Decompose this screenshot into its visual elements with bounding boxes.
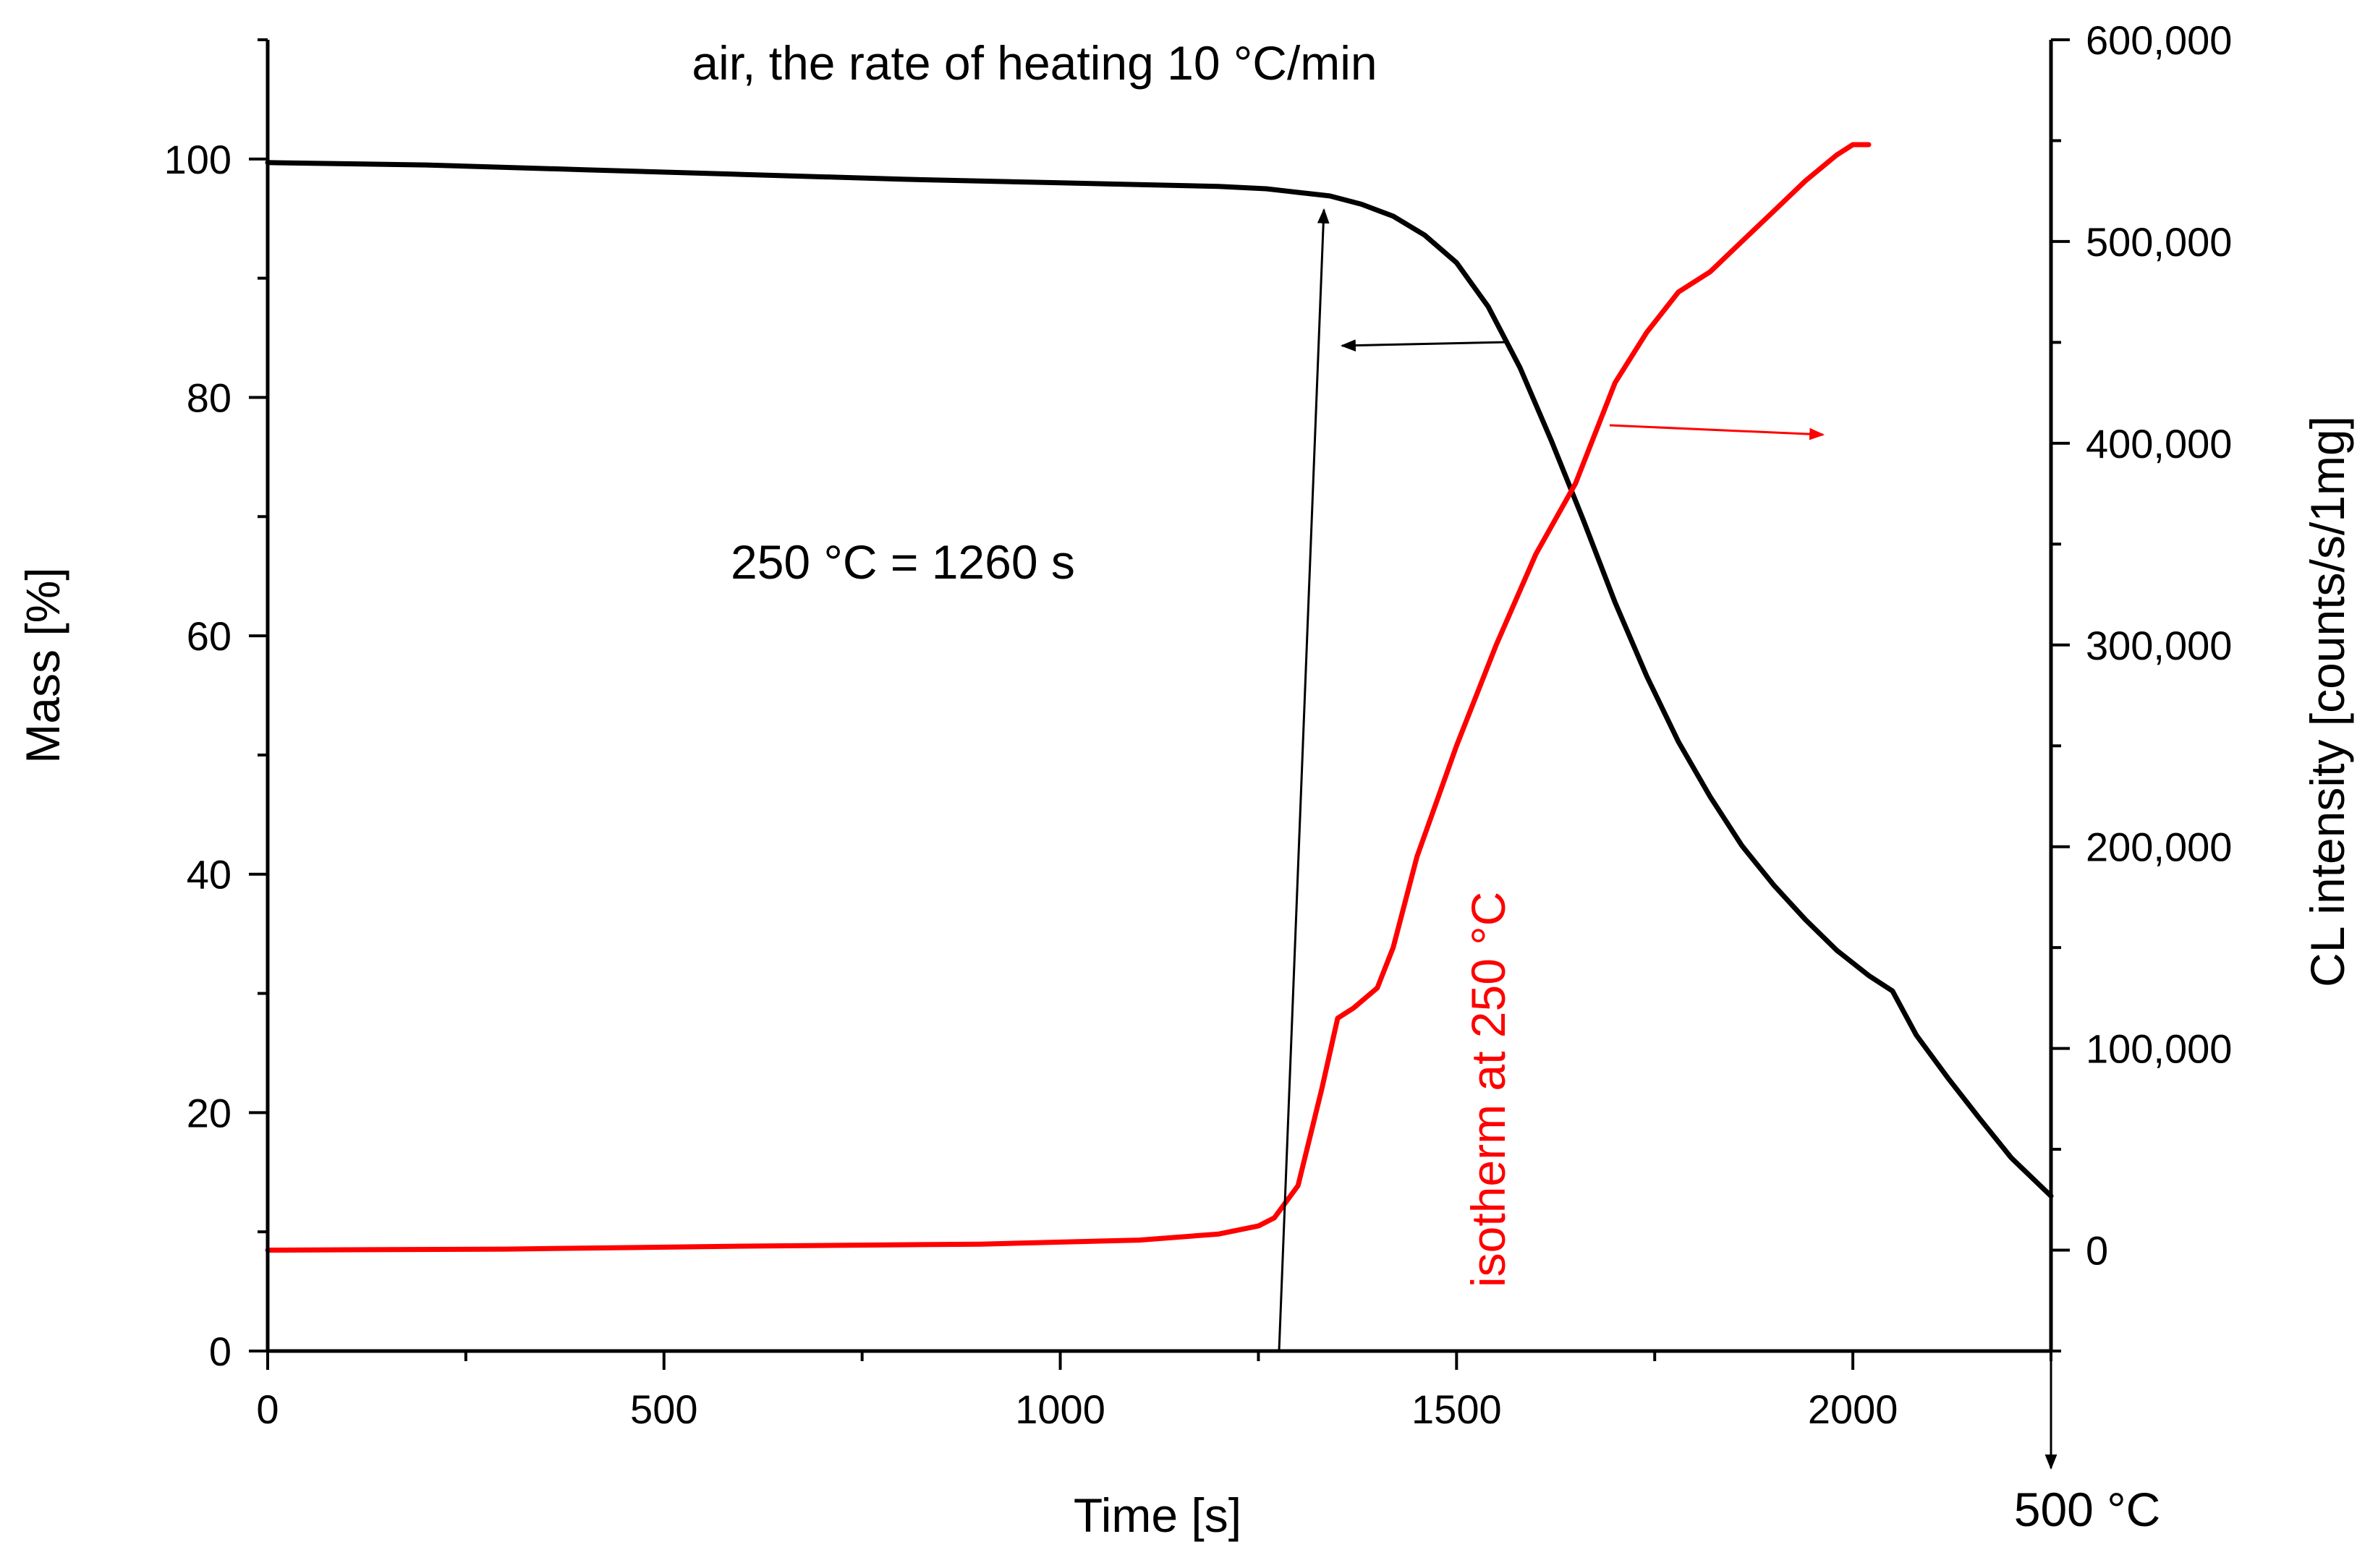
x-tick-label: 0	[256, 1386, 279, 1432]
y-right-tick-label: 100,000	[2086, 1026, 2232, 1072]
chart-title: air, the rate of heating 10 °C/min	[692, 36, 1377, 90]
mass-series-line	[265, 160, 2054, 1199]
y-left-tick-label: 100	[164, 137, 232, 182]
left-y-axis-title: Mass [%]	[16, 567, 69, 763]
temperature-note: 250 °C = 1260 s	[731, 535, 1075, 589]
y-right-tick-label: 600,000	[2086, 17, 2232, 63]
cl-axis-arrow	[1609, 424, 1825, 440]
x-tick-label: 500	[630, 1386, 697, 1432]
y-left-tick-label: 80	[187, 375, 232, 420]
x-tick-label: 1000	[1015, 1386, 1105, 1432]
right-y-axis-title: CL intensity [counts/s/1mg]	[2301, 416, 2354, 987]
cl-intensity-series-line	[265, 142, 1872, 1253]
series-layer	[265, 142, 2054, 1253]
x-tick-label: 1500	[1411, 1386, 1502, 1432]
y-right-tick-label: 0	[2086, 1228, 2108, 1274]
isotherm-label: isotherm at 250 °C	[1461, 892, 1515, 1287]
y-right-tick-label: 200,000	[2086, 825, 2232, 870]
x-axis-ticks: 0 500 1000 1500 2000	[256, 1351, 2052, 1432]
mass-axis-arrow	[1340, 339, 1509, 351]
y-right-tick-label: 400,000	[2086, 421, 2232, 466]
x-tick-label: 2000	[1808, 1386, 1898, 1432]
temperature-marker-line	[1278, 208, 1330, 1352]
y-right-tick-label: 300,000	[2086, 623, 2232, 668]
y-right-tick-label: 500,000	[2086, 219, 2232, 265]
left-y-axis-ticks: 0 20 40 60 80 100	[164, 38, 268, 1374]
x-axis-title: Time [s]	[1074, 1488, 1241, 1542]
end-temperature-label: 500 °C	[2014, 1483, 2161, 1536]
right-y-axis-ticks: 0 100,000 200,000 300,000 400,000 500,000 600,…	[2051, 17, 2232, 1352]
y-left-tick-label: 0	[209, 1329, 232, 1374]
y-left-tick-label: 20	[187, 1090, 232, 1135]
y-left-tick-label: 40	[187, 852, 232, 898]
y-left-tick-label: 60	[187, 613, 232, 659]
